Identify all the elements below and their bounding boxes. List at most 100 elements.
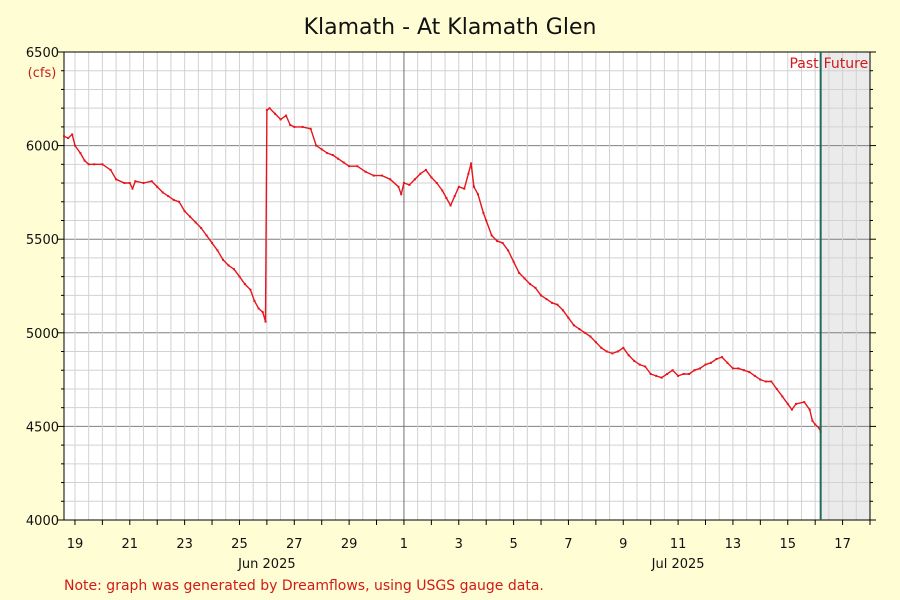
data-point	[356, 165, 359, 168]
data-point	[753, 374, 756, 377]
data-point	[467, 172, 470, 175]
data-point	[529, 283, 532, 286]
y-tick-labels: 4000 4500 5000 5500 6000 6500	[26, 46, 59, 529]
data-point	[572, 324, 575, 327]
month-label: Jul 2025	[651, 557, 705, 572]
data-point	[501, 241, 504, 244]
x-tick-label: 19	[67, 537, 84, 552]
data-point	[534, 286, 537, 289]
data-point	[655, 374, 658, 377]
data-point	[285, 114, 288, 117]
y-tick-label: 4000	[26, 514, 59, 529]
data-point	[289, 124, 292, 126]
data-point	[331, 154, 334, 156]
plot-frame	[63, 51, 871, 521]
data-point	[770, 380, 773, 383]
x-tick-label: 13	[725, 537, 742, 552]
data-point	[172, 198, 175, 201]
data-point	[233, 268, 235, 271]
data-point	[183, 210, 186, 213]
data-point	[128, 182, 131, 184]
data-point	[472, 185, 475, 188]
data-point	[79, 152, 82, 155]
data-point	[600, 346, 603, 349]
future-label: Future	[824, 56, 869, 72]
data-point	[545, 298, 548, 301]
x-tick-label: 23	[176, 537, 193, 552]
data-point	[372, 174, 375, 177]
data-point	[803, 401, 806, 404]
data-point	[781, 395, 784, 398]
data-point	[693, 369, 696, 372]
data-point	[485, 219, 488, 222]
data-point	[470, 162, 473, 165]
data-point	[222, 258, 224, 261]
data-point	[742, 369, 745, 372]
data-point	[562, 309, 564, 312]
data-point	[279, 118, 282, 121]
data-point	[408, 183, 411, 186]
data-point	[364, 170, 367, 173]
x-tick-label: 17	[834, 537, 851, 552]
x-tick-label: 29	[341, 537, 358, 552]
data-point	[556, 303, 559, 306]
x-tick-label: 25	[231, 537, 248, 552]
data-point	[167, 195, 170, 198]
data-point	[402, 182, 405, 184]
data-point	[93, 163, 96, 166]
data-point	[309, 127, 312, 130]
data-point	[496, 240, 499, 243]
data-point	[109, 168, 112, 171]
data-point	[194, 221, 197, 224]
data-point	[666, 373, 669, 375]
data-point	[320, 148, 323, 151]
data-point	[348, 165, 351, 168]
data-point	[161, 191, 164, 194]
x-tick-label: 9	[619, 537, 627, 552]
data-point	[477, 193, 479, 196]
data-point	[790, 408, 793, 411]
data-point	[238, 275, 241, 278]
data-point	[134, 180, 137, 183]
data-point	[710, 361, 712, 364]
data-point	[178, 200, 181, 203]
data-point	[644, 365, 647, 368]
data-point	[315, 144, 318, 147]
data-point	[627, 354, 630, 357]
data-point	[435, 182, 438, 184]
data-point	[83, 159, 86, 162]
data-point	[463, 187, 466, 190]
x-tick-label: 27	[286, 537, 303, 552]
data-point	[677, 374, 680, 377]
data-point	[253, 300, 256, 302]
data-point	[101, 163, 104, 166]
footnote: Note: graph was generated by Dreamflows,…	[64, 578, 544, 594]
data-point	[389, 178, 392, 181]
data-point	[449, 204, 452, 207]
data-point	[786, 402, 789, 405]
data-point	[638, 363, 641, 366]
x-tick-label: 7	[564, 537, 572, 552]
data-point	[115, 178, 118, 181]
data-point	[67, 137, 70, 140]
data-point	[441, 189, 444, 192]
data-point	[551, 301, 553, 304]
data-point	[583, 331, 586, 334]
data-point	[622, 346, 625, 349]
data-point	[71, 133, 74, 136]
data-point	[589, 335, 592, 338]
data-point	[688, 373, 691, 375]
data-point	[189, 215, 192, 218]
data-point	[87, 163, 90, 166]
data-point	[342, 161, 345, 164]
chart-title: Klamath - At Klamath Glen	[304, 15, 597, 40]
data-point	[660, 376, 663, 379]
data-point	[249, 288, 252, 291]
data-point	[381, 174, 383, 177]
x-tick-label: 21	[122, 537, 139, 552]
data-point	[737, 367, 740, 370]
month-label: Jun 2025	[237, 557, 296, 572]
data-point	[424, 168, 427, 171]
data-point	[795, 402, 797, 405]
